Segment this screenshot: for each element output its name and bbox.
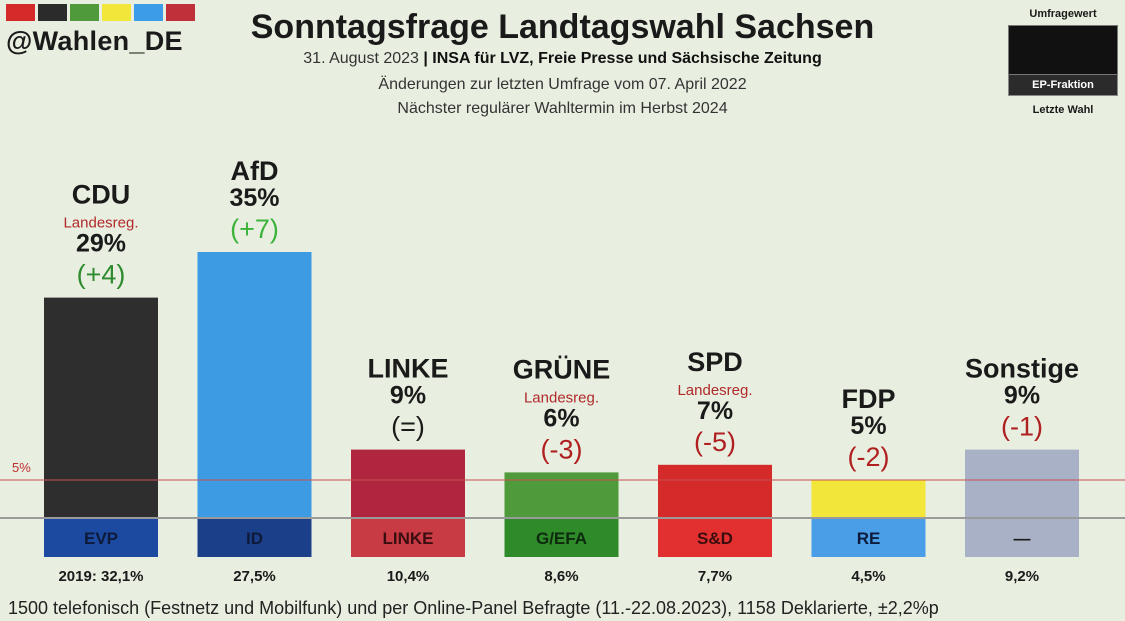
legend-last-election-label: Letzte Wahl (1032, 104, 1094, 116)
brand-swatch (102, 4, 131, 21)
value-label: 5% (850, 412, 886, 440)
value-label: 9% (1004, 382, 1040, 410)
ep-group-band (197, 518, 312, 557)
last-election-label: 4,5% (851, 568, 885, 585)
government-note: Landesreg. (63, 215, 138, 232)
value-label: 29% (76, 230, 126, 258)
brand-color-strip (6, 4, 195, 21)
brand-swatch (70, 4, 99, 21)
ep-group-label: ID (246, 529, 263, 548)
bar-linke (351, 449, 465, 518)
bar-fdp (811, 480, 926, 518)
last-election-label: 7,7% (698, 568, 732, 585)
legend-box: Umfragewert EP-Fraktion Letzte Wahl (1008, 0, 1118, 116)
subtitle-date: 31. August 2023 (303, 50, 419, 67)
ep-group-band (351, 518, 465, 557)
brand-swatch (134, 4, 163, 21)
value-label: 7% (697, 397, 733, 425)
legend-ep-label: EP-Fraktion (1008, 75, 1118, 96)
ep-group-band (658, 518, 772, 557)
value-label: 9% (390, 382, 426, 410)
ep-group-label: G/EFA (536, 529, 587, 548)
brand-swatch (38, 4, 67, 21)
chart-title: Sonntagsfrage Landtagswahl Sachsen (250, 8, 875, 46)
value-label: 35% (229, 184, 279, 212)
last-election-label: 8,6% (544, 568, 578, 585)
change-label: (-3) (541, 434, 583, 464)
subtitle-next-election: Nächster regulärer Wahltermin im Herbst … (397, 100, 728, 117)
ep-group-band (44, 518, 158, 557)
bar-sonstige (965, 449, 1079, 518)
party-label: LINKE (368, 354, 449, 384)
last-election-label: 9,2% (1005, 568, 1039, 585)
party-label: FDP (842, 384, 896, 414)
party-label: AfD (231, 156, 279, 186)
subtitle-changes: Änderungen zur letzten Umfrage vom 07. A… (378, 76, 747, 93)
change-label: (-2) (848, 442, 890, 472)
change-label: (+4) (77, 260, 126, 290)
ep-group-label: EVP (84, 529, 118, 548)
legend-bar-swatch (1008, 25, 1118, 75)
bar-afd (197, 252, 312, 518)
subtitle-source: INSA für LVZ, Freie Presse und Sächsisch… (432, 50, 822, 67)
last-election-label: 27,5% (233, 568, 276, 585)
change-label: (-5) (694, 427, 736, 457)
subtitle-separator: | (418, 50, 433, 67)
subtitle-source-line: 31. August 2023 | INSA für LVZ, Freie Pr… (0, 50, 1125, 68)
bar-cdu (44, 297, 158, 518)
party-label: SPD (687, 347, 743, 377)
brand-swatch (166, 4, 195, 21)
ep-group-label: LINKE (383, 529, 434, 548)
ep-group-label: RE (857, 529, 881, 548)
legend-poll-label: Umfragewert (1029, 8, 1097, 20)
brand-swatch (6, 4, 35, 21)
account-handle: @Wahlen_DE (6, 26, 183, 56)
ep-group-band (965, 518, 1079, 557)
last-election-label: 2019: 32,1% (58, 568, 143, 585)
threshold-label: 5% (12, 460, 31, 475)
bar-spd (658, 464, 772, 518)
change-label: (-1) (1001, 412, 1043, 442)
ep-group-band (811, 518, 926, 557)
party-label: CDU (72, 180, 131, 210)
bar-grüne (504, 472, 619, 518)
footer-methodology: 1500 telefonisch (Festnetz und Mobilfunk… (8, 598, 939, 618)
change-label: (=) (391, 412, 425, 442)
value-label: 6% (543, 404, 579, 432)
last-election-label: 10,4% (387, 568, 430, 585)
ep-group-label: — (1014, 529, 1031, 548)
party-label: Sonstige (965, 354, 1079, 384)
government-note: Landesreg. (677, 382, 752, 399)
government-note: Landesreg. (524, 389, 599, 406)
change-label: (+7) (230, 214, 279, 244)
party-label: GRÜNE (513, 354, 611, 384)
ep-group-band (504, 518, 619, 557)
ep-group-label: S&D (697, 529, 733, 548)
